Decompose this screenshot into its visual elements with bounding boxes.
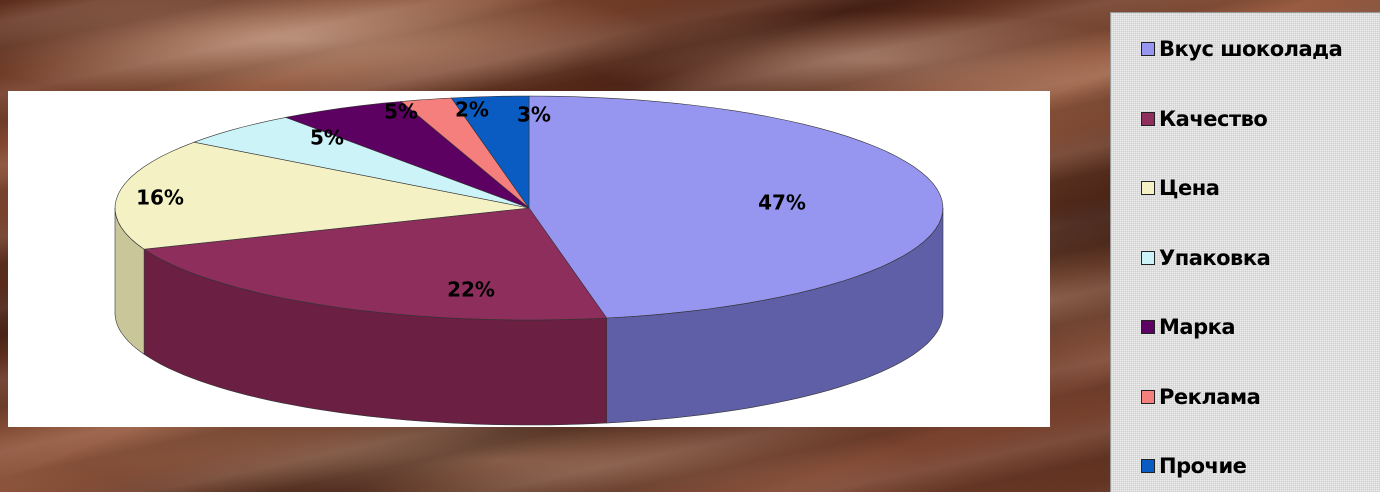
data-label-2: 16% <box>136 186 184 210</box>
pie-chart-panel: 47% 22% 16% 5% 5% 2% 3% <box>8 91 1050 427</box>
data-label-0: 47% <box>758 191 806 215</box>
pie-slice-2 <box>114 141 530 250</box>
legend-label-4: Марка <box>1159 315 1236 339</box>
pie-slice-3 <box>192 117 530 209</box>
data-label-5: 2% <box>455 98 489 122</box>
pie-slice-6 <box>450 95 530 209</box>
pie-top <box>114 95 944 321</box>
legend-swatch-4 <box>1141 320 1155 334</box>
legend-item-1: Качество <box>1141 104 1268 134</box>
pie-slice-0 <box>528 95 944 319</box>
legend-swatch-0 <box>1141 42 1155 56</box>
pie-slice-5 <box>400 97 530 209</box>
pie-data-labels: 47% 22% 16% 5% 5% 2% 3% <box>136 98 806 302</box>
legend-item-6: Прочие <box>1141 451 1247 481</box>
data-label-1: 22% <box>447 278 495 302</box>
legend-item-5: Реклама <box>1141 382 1261 412</box>
legend-label-5: Реклама <box>1159 384 1261 409</box>
legend-swatch-5 <box>1141 389 1155 404</box>
legend-item-0: Вкус шоколада <box>1141 34 1343 64</box>
legend-label-1: Качество <box>1159 106 1268 131</box>
pie-slice-1 <box>143 207 608 321</box>
data-label-4: 5% <box>384 100 418 124</box>
legend-swatch-3 <box>1141 250 1155 265</box>
data-label-3: 5% <box>310 126 344 150</box>
legend-item-3: Упаковка <box>1141 243 1271 273</box>
legend-swatch-1 <box>1141 111 1155 126</box>
pie-chart: 47% 22% 16% 5% 5% 2% 3% <box>114 95 944 426</box>
legend-label-6: Прочие <box>1159 454 1247 478</box>
legend-item-2: Цена <box>1141 173 1220 203</box>
legend-label-3: Упаковка <box>1159 245 1271 270</box>
legend-label-2: Цена <box>1159 176 1220 200</box>
legend-swatch-2 <box>1141 181 1155 195</box>
data-label-6: 3% <box>517 103 551 127</box>
legend-label-0: Вкус шоколада <box>1159 37 1343 61</box>
legend-swatch-6 <box>1141 459 1155 473</box>
pie-slice-4 <box>284 101 530 209</box>
legend-item-4: Марка <box>1141 312 1236 342</box>
chart-legend: Вкус шоколада Качество Цена Упаковка Марка Ре… <box>1110 12 1380 492</box>
